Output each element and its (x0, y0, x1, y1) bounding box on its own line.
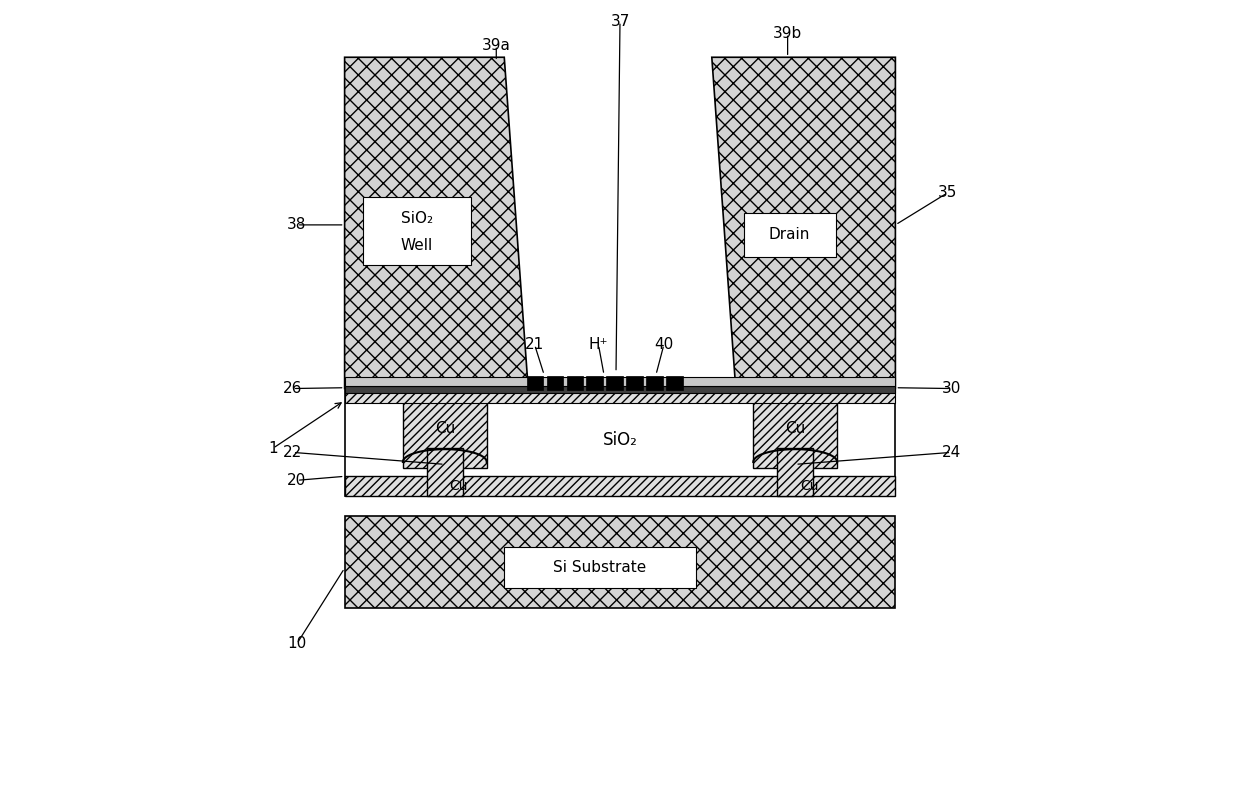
Text: Cu: Cu (435, 421, 455, 436)
Bar (646, 376, 663, 390)
Bar (547, 376, 563, 390)
Bar (345, 388, 895, 497)
Bar (345, 386, 895, 392)
Text: 20: 20 (288, 473, 306, 488)
Text: Cu: Cu (450, 479, 467, 493)
Bar (345, 477, 895, 497)
Bar (626, 376, 644, 390)
Text: 39b: 39b (773, 26, 802, 41)
Text: 10: 10 (288, 637, 306, 651)
Text: SiO₂: SiO₂ (603, 432, 637, 449)
Bar (777, 449, 813, 497)
Text: H⁺: H⁺ (589, 337, 608, 352)
Bar (345, 516, 895, 608)
Text: Cu: Cu (800, 479, 818, 493)
Bar (427, 449, 463, 497)
Text: 1: 1 (268, 441, 278, 456)
Bar (744, 213, 836, 257)
Text: 26: 26 (283, 381, 303, 396)
Bar (505, 546, 696, 588)
Text: 37: 37 (610, 14, 630, 29)
Bar (527, 376, 543, 390)
Text: Drain: Drain (769, 227, 810, 243)
Bar (567, 376, 583, 390)
Bar (666, 376, 683, 390)
Text: Cu: Cu (785, 421, 805, 436)
Bar (345, 376, 895, 386)
Bar (403, 388, 486, 469)
Text: 24: 24 (941, 445, 961, 460)
Text: Well: Well (401, 238, 433, 253)
Bar (606, 376, 624, 390)
Bar (363, 197, 471, 265)
Bar (587, 376, 603, 390)
Text: 35: 35 (937, 186, 957, 200)
Text: 40: 40 (655, 337, 673, 352)
Text: 30: 30 (941, 381, 961, 396)
Polygon shape (712, 57, 895, 388)
Text: SiO₂: SiO₂ (401, 211, 433, 227)
Text: 22: 22 (283, 445, 303, 460)
Bar (754, 388, 837, 469)
Polygon shape (345, 57, 528, 388)
Text: 39a: 39a (482, 38, 511, 53)
Text: 38: 38 (286, 217, 306, 232)
Text: 21: 21 (525, 337, 544, 352)
Bar (345, 388, 895, 403)
Text: Si Substrate: Si Substrate (553, 560, 647, 575)
